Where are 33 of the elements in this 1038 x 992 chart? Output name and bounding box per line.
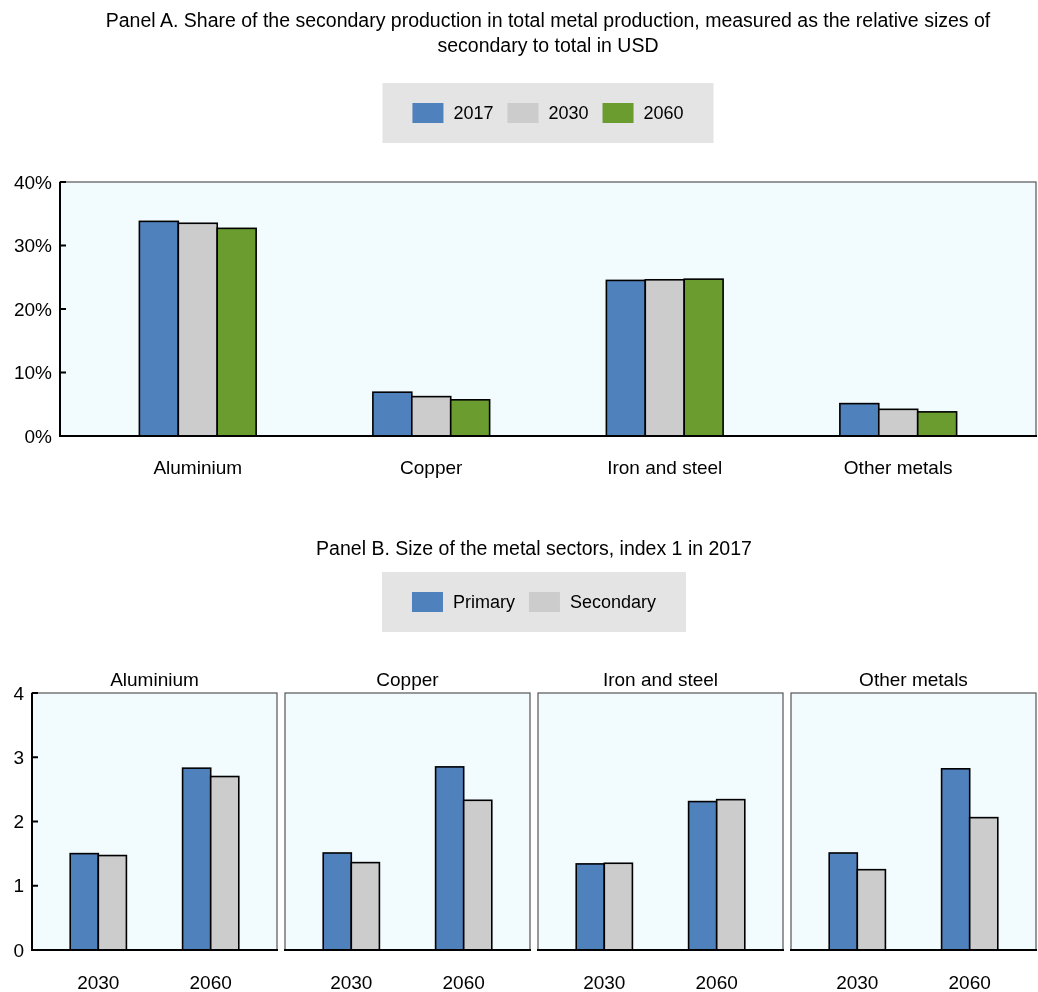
y-tick-label: 30% — [13, 235, 53, 257]
y-tick-label: 4 — [13, 682, 25, 704]
y-tick-label: 1 — [13, 875, 24, 897]
text: Panel B. Size of the metal sectors, index 1 in 2017 — [316, 536, 752, 559]
y-tick-label: 10% — [13, 362, 53, 384]
y-tick-label: 3 — [13, 746, 24, 768]
legend-label: Secondary — [569, 592, 657, 613]
x-tick-label: 2060 — [189, 971, 232, 992]
chart-subtitle: Other metals — [859, 668, 968, 690]
x-tick-label: 2060 — [695, 971, 738, 992]
x-tick-label: Iron and steel — [607, 456, 723, 478]
chart-subtitle: Iron and steel — [602, 668, 719, 690]
y-tick-label: 40% — [13, 171, 53, 193]
x-tick-label: Aluminium — [153, 456, 243, 478]
x-tick-label: Copper — [400, 456, 464, 478]
x-tick-label: 2030 — [77, 971, 120, 992]
y-tick-label: 2 — [13, 811, 24, 833]
x-tick-label: 2030 — [330, 971, 373, 992]
y-tick-label: 0% — [24, 425, 53, 447]
x-tick-label: Other metals — [843, 456, 953, 478]
x-tick-label: 2060 — [442, 971, 485, 992]
legend-label: 2060 — [643, 103, 684, 124]
legend-label: 2030 — [548, 103, 589, 124]
x-tick-label: 2030 — [583, 971, 626, 992]
y-tick-label: 0 — [13, 939, 24, 961]
x-tick-label: 2060 — [948, 971, 991, 992]
chart-subtitle: Copper — [376, 668, 440, 690]
chart-title: Panel A. Share of the secondary production in total metal production, measured as the relative sizes of secondary to total in USD — [105, 8, 991, 56]
x-tick-label: 2030 — [836, 971, 879, 992]
y-tick-label: 20% — [13, 298, 53, 320]
legend-label: 2017 — [453, 103, 494, 124]
chart-subtitle: Aluminium — [110, 668, 199, 690]
legend-label: Primary — [452, 592, 515, 613]
